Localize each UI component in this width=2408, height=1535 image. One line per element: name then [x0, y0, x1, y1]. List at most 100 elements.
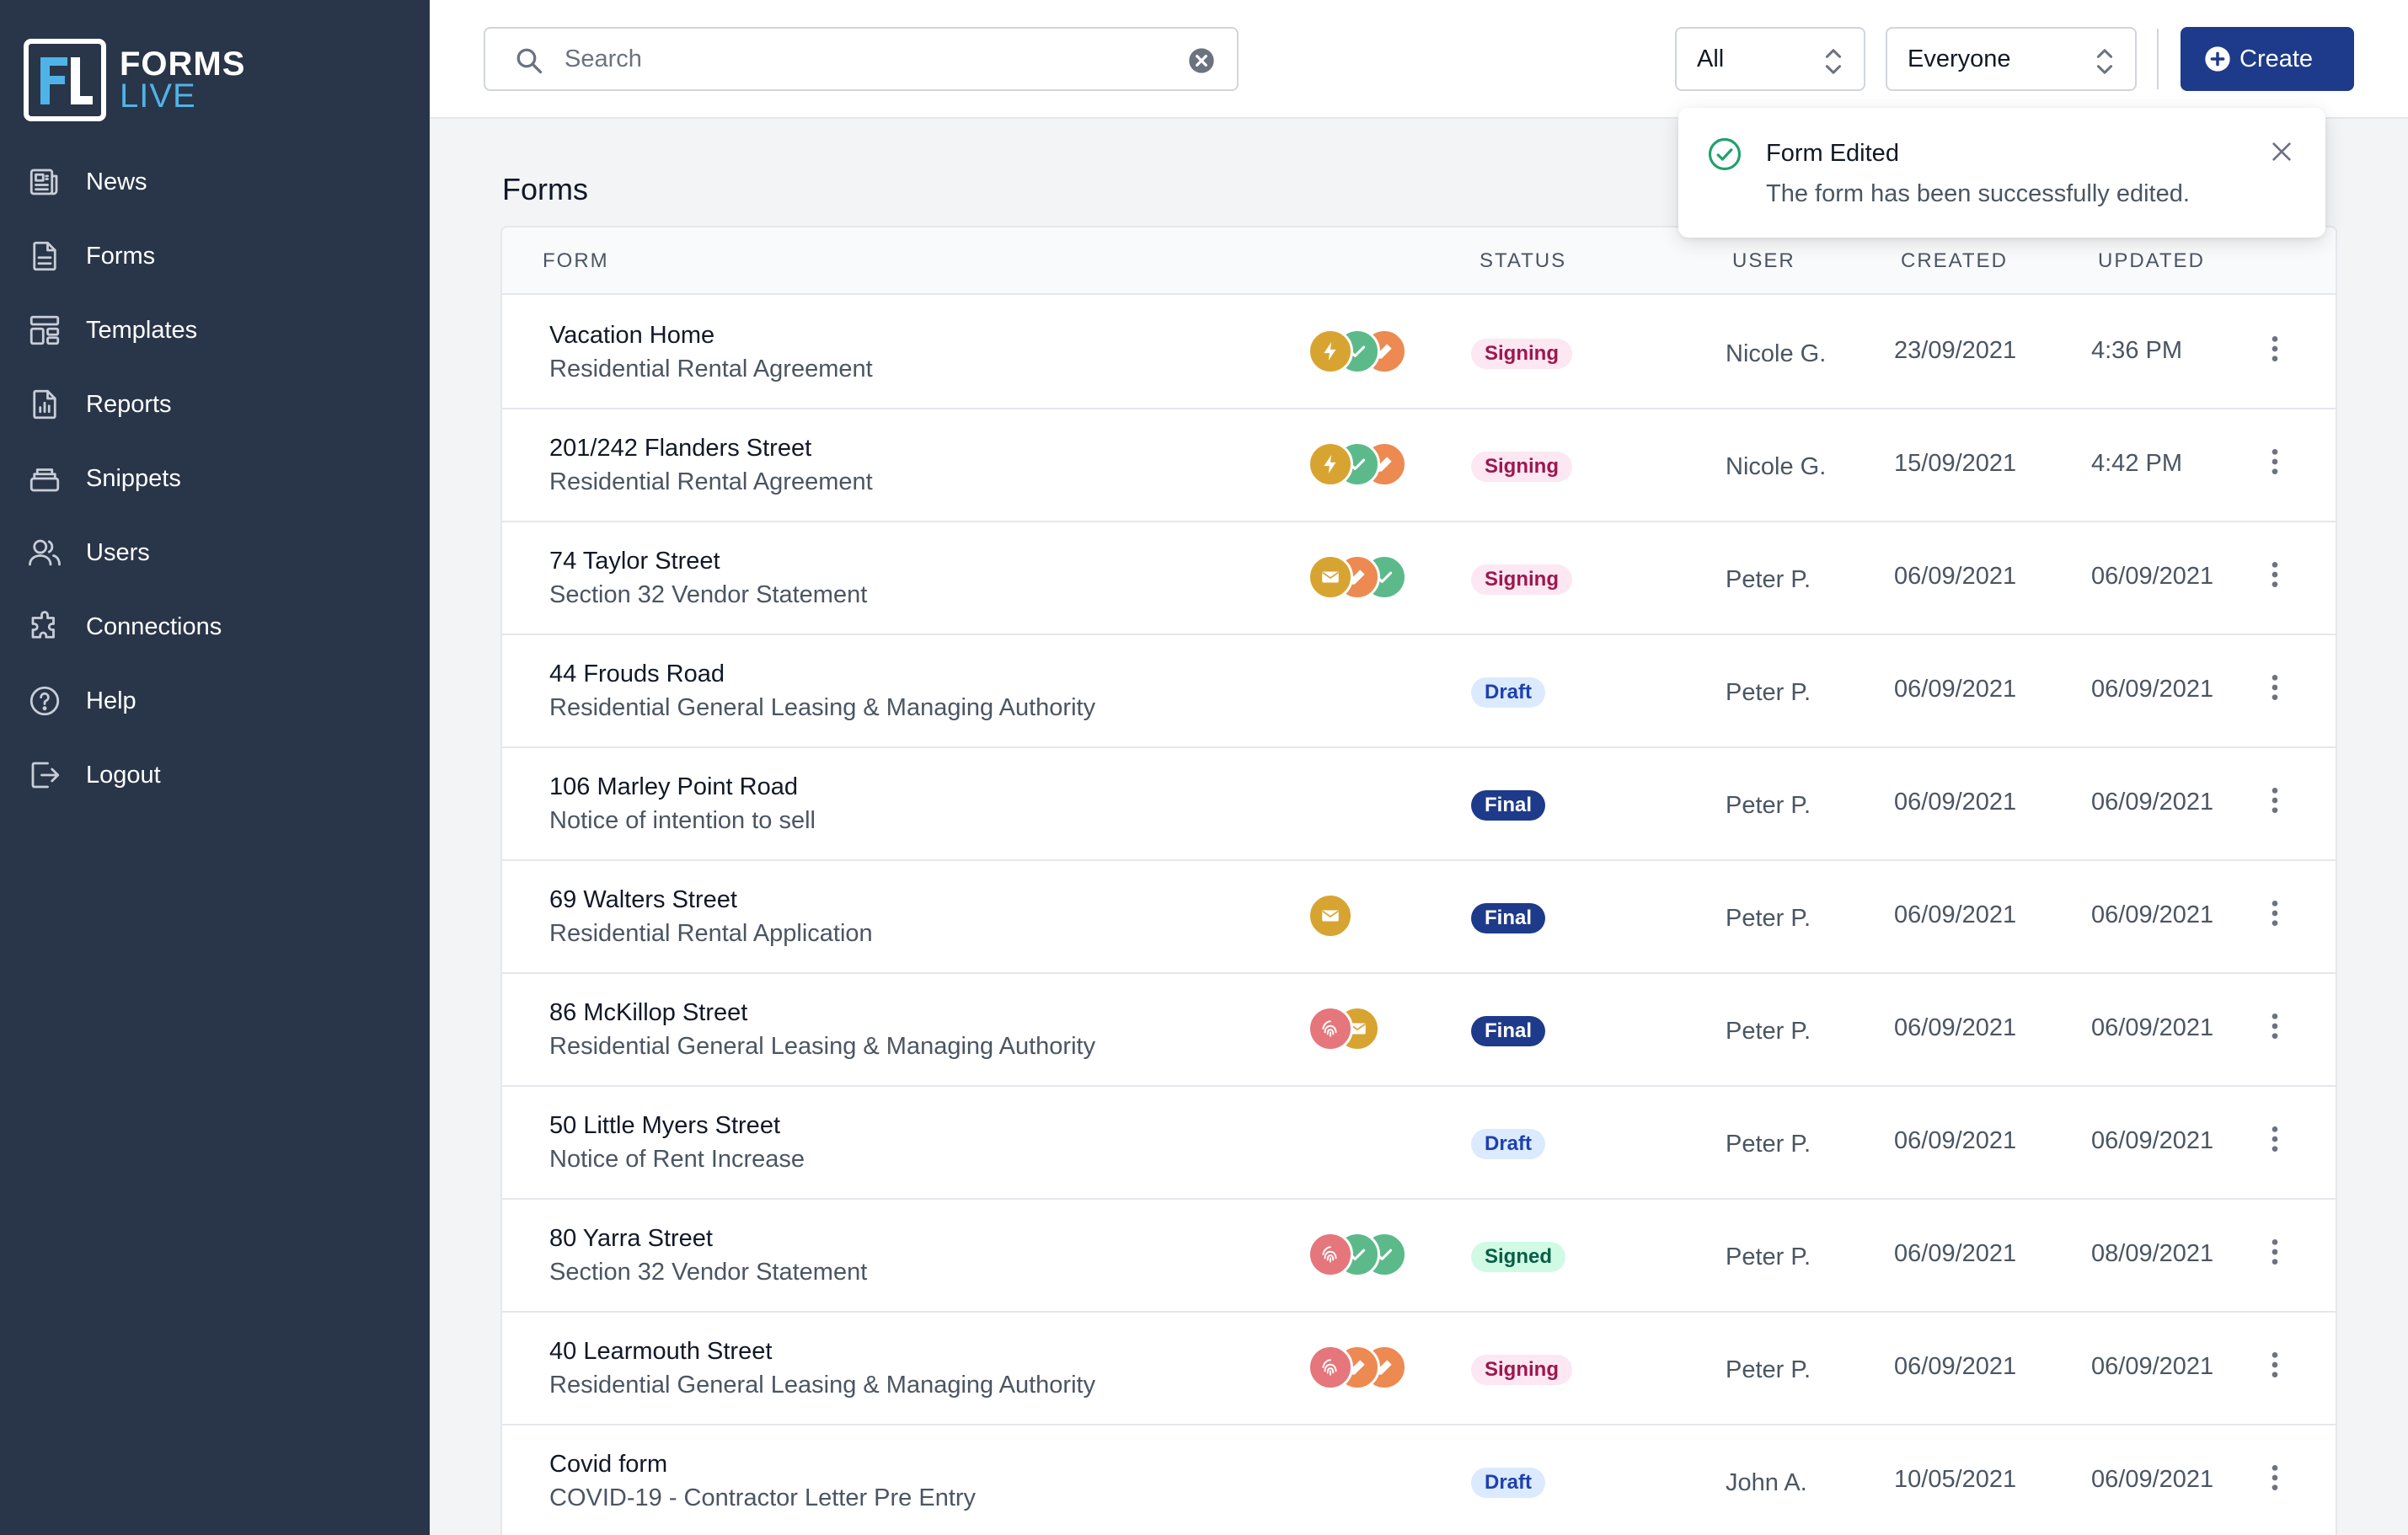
more-options-icon[interactable]: [2258, 784, 2292, 817]
table-row[interactable]: 69 Walters Street Residential Rental Appl…: [502, 861, 2336, 974]
status-badge: Signing: [1471, 564, 1572, 595]
form-activity-icons: [1308, 893, 1353, 940]
status-filter-select[interactable]: All: [1675, 27, 1865, 91]
form-title[interactable]: 106 Marley Point Road: [549, 773, 798, 800]
toast-notification: Form Edited The form has been successful…: [1678, 108, 2325, 238]
topbar: All Everyone Create: [430, 0, 2408, 119]
form-updated-date: 06/09/2021: [2091, 789, 2214, 816]
sidebar-nav: News Forms Templates Reports Snippets Us…: [0, 145, 430, 812]
status-badge: Final: [1471, 1016, 1546, 1046]
form-created-date: 15/09/2021: [1894, 450, 2017, 477]
more-options-icon[interactable]: [2258, 671, 2292, 704]
form-title[interactable]: 201/242 Flanders Street: [549, 435, 812, 462]
sidebar-item-logout[interactable]: Logout: [0, 738, 430, 812]
sidebar-item-label: Connections: [86, 612, 222, 640]
form-created-date: 06/09/2021: [1894, 1353, 2017, 1380]
sidebar-item-label: Forms: [86, 242, 156, 270]
create-button[interactable]: Create: [2181, 27, 2354, 91]
toolbar-divider: [2157, 29, 2159, 89]
table-header: FORM STATUS USER CREATED UPDATED: [502, 227, 2336, 295]
status-badge: Draft: [1471, 1129, 1546, 1159]
page-title: Forms: [502, 172, 588, 206]
sidebar-item-templates[interactable]: Templates: [0, 293, 430, 367]
form-user: Peter P.: [1726, 792, 1811, 819]
form-activity-icons: [1308, 554, 1407, 602]
form-type: Notice of intention to sell: [549, 807, 816, 834]
sidebar-item-label: Snippets: [86, 464, 181, 492]
form-type: Residential Rental Application: [549, 920, 873, 947]
mail-icon: [1308, 893, 1353, 939]
sidebar-item-snippets[interactable]: Snippets: [0, 441, 430, 516]
sidebar-item-help[interactable]: Help: [0, 664, 430, 738]
form-activity-icons: [1308, 329, 1407, 376]
form-updated-date: 06/09/2021: [2091, 901, 2214, 928]
form-user: Nicole G.: [1726, 453, 1827, 480]
more-options-icon[interactable]: [2258, 1009, 2292, 1043]
search-box[interactable]: [484, 27, 1239, 91]
more-options-icon[interactable]: [2258, 445, 2292, 479]
table-row[interactable]: 50 Little Myers Street Notice of Rent Inc…: [502, 1087, 2336, 1200]
more-options-icon[interactable]: [2258, 896, 2292, 930]
sidebar-item-label: News: [86, 168, 147, 195]
form-title[interactable]: 69 Walters Street: [549, 886, 737, 913]
forms-live-logo[interactable]: FORMS LIVE: [24, 39, 244, 121]
toast-title: Form Edited: [1766, 140, 1899, 167]
form-title[interactable]: Vacation Home: [549, 322, 715, 349]
table-row[interactable]: Covid form COVID-19 - Contractor Letter P…: [502, 1425, 2336, 1535]
owner-filter-select[interactable]: Everyone: [1886, 27, 2137, 91]
form-updated-date: 06/09/2021: [2091, 563, 2214, 590]
table-row[interactable]: 40 Learmouth Street Residential General L…: [502, 1313, 2336, 1425]
form-user: Peter P.: [1726, 679, 1811, 706]
form-title[interactable]: Covid form: [549, 1451, 668, 1478]
more-options-icon[interactable]: [2258, 1235, 2292, 1269]
table-row[interactable]: 106 Marley Point Road Notice of intention…: [502, 748, 2336, 861]
table-row[interactable]: 80 Yarra Street Section 32 Vendor Stateme…: [502, 1200, 2336, 1313]
form-title[interactable]: 50 Little Myers Street: [549, 1112, 780, 1139]
more-options-icon[interactable]: [2258, 558, 2292, 591]
form-created-date: 06/09/2021: [1894, 1014, 2017, 1041]
bolt-icon: [1308, 329, 1353, 374]
more-options-icon[interactable]: [2258, 1122, 2292, 1156]
column-header-updated[interactable]: UPDATED: [2098, 249, 2205, 272]
form-title[interactable]: 40 Learmouth Street: [549, 1338, 773, 1365]
column-header-created[interactable]: CREATED: [1901, 249, 2008, 272]
form-created-date: 06/09/2021: [1894, 1127, 2017, 1154]
form-title[interactable]: 44 Frouds Road: [549, 661, 725, 687]
form-updated-date: 08/09/2021: [2091, 1240, 2214, 1267]
form-activity-icons: [1308, 1345, 1407, 1392]
puzzle-icon: [31, 611, 55, 639]
sidebar-item-label: Reports: [86, 390, 172, 418]
form-type: Residential Rental Agreement: [549, 468, 873, 495]
sidebar-item-news[interactable]: News: [0, 145, 430, 219]
form-updated-date: 06/09/2021: [2091, 1466, 2214, 1493]
form-title[interactable]: 86 McKillop Street: [549, 999, 748, 1026]
column-header-status[interactable]: STATUS: [1480, 249, 1567, 272]
more-options-icon[interactable]: [2258, 1348, 2292, 1382]
sidebar-item-users[interactable]: Users: [0, 516, 430, 590]
sidebar-item-reports[interactable]: Reports: [0, 367, 430, 441]
form-activity-icons: [1308, 1006, 1380, 1053]
search-icon: [516, 48, 543, 74]
search-input[interactable]: [565, 37, 1154, 81]
table-row[interactable]: 44 Frouds Road Residential General Leasin…: [502, 635, 2336, 748]
column-header-form[interactable]: FORM: [543, 249, 609, 272]
form-type: Section 32 Vendor Statement: [549, 581, 868, 608]
sidebar-item-connections[interactable]: Connections: [0, 590, 430, 664]
sidebar-item-forms[interactable]: Forms: [0, 219, 430, 293]
chevron-up-down-icon: [2096, 49, 2113, 74]
form-title[interactable]: 80 Yarra Street: [549, 1225, 713, 1252]
table-row[interactable]: 86 McKillop Street Residential General Le…: [502, 974, 2336, 1087]
more-options-icon[interactable]: [2258, 1461, 2292, 1495]
logo-mark-icon: [24, 39, 106, 121]
sidebar-item-label: Users: [86, 538, 150, 566]
close-icon[interactable]: [2268, 138, 2295, 165]
column-header-user[interactable]: USER: [1732, 249, 1795, 272]
logout-icon: [31, 762, 60, 789]
table-row[interactable]: Vacation Home Residential Rental Agreemen…: [502, 297, 2336, 409]
more-options-icon[interactable]: [2258, 332, 2292, 366]
table-row[interactable]: 201/242 Flanders Street Residential Renta…: [502, 409, 2336, 522]
clear-search-icon[interactable]: [1188, 47, 1215, 74]
status-badge: Signing: [1471, 1355, 1572, 1385]
table-row[interactable]: 74 Taylor Street Section 32 Vendor Statem…: [502, 522, 2336, 635]
form-title[interactable]: 74 Taylor Street: [549, 548, 720, 575]
